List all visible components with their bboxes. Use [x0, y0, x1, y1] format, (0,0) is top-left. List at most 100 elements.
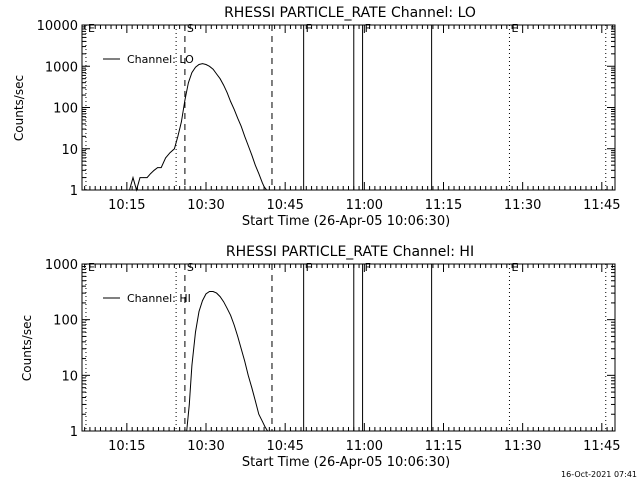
data-point: [202, 300, 203, 301]
data-point: [247, 375, 249, 376]
data-point: [233, 109, 235, 110]
data-point: [267, 430, 268, 432]
x-tick-label: 11:45: [583, 198, 620, 213]
event-marker-label: E: [511, 261, 518, 274]
event-marker-label: F: [365, 22, 371, 35]
data-point: [251, 154, 253, 156]
data-point: [202, 63, 203, 64]
data-point: [255, 164, 256, 166]
data-point: [216, 73, 217, 75]
lo-channel-chart: RHESSI PARTICLE_RATE Channel: LO 1 10 100 1…: [12, 5, 621, 229]
x-tick-label: 10:15: [108, 439, 145, 454]
data-point: [186, 430, 187, 432]
data-point: [189, 404, 190, 405]
data-point: [129, 189, 130, 191]
legend: Channel: HI: [103, 292, 191, 305]
y-axis-label: Counts/sec: [20, 315, 34, 381]
legend-label: Channel: HI: [127, 292, 191, 305]
data-point: [219, 296, 221, 297]
event-marker-label: E: [88, 22, 95, 35]
data-point: [226, 308, 228, 309]
data-point: [117, 189, 119, 191]
data-point: [212, 291, 214, 292]
data-point: [244, 136, 245, 137]
data-point: [191, 365, 193, 366]
data-point: [264, 426, 266, 427]
legend-label: Channel: LO: [127, 53, 194, 66]
data-point: [157, 167, 158, 168]
event-marker-label: F: [365, 261, 371, 274]
data-point: [181, 121, 182, 123]
data-point: [244, 360, 245, 362]
event-marker-label: E: [88, 261, 95, 274]
x-axis-label: Start Time (26-Apr-05 10:06:30): [242, 455, 450, 470]
data-point: [209, 291, 210, 292]
x-tick-label: 11:15: [425, 439, 462, 454]
x-tick-label: 10:45: [266, 439, 303, 454]
legend: Channel: LO: [103, 53, 194, 66]
event-marker-label: S: [187, 261, 194, 274]
data-point: [198, 311, 200, 312]
data-point: [262, 182, 263, 183]
data-point: [233, 324, 235, 326]
y-tick-label: 10: [61, 369, 78, 384]
event-marker-label: F: [306, 261, 312, 274]
data-point: [136, 189, 137, 191]
data-point: [153, 170, 155, 171]
data-point: [177, 136, 179, 137]
data-point: [198, 64, 200, 65]
x-tick-label: 11:30: [504, 439, 541, 454]
data-point: [223, 84, 224, 86]
data-point: [240, 348, 242, 350]
data-point: [205, 293, 207, 295]
y-tick-label: 1000: [45, 258, 78, 273]
y-axis-label: Counts/sec: [12, 75, 26, 141]
data-point: [191, 72, 193, 73]
event-marker-label: S: [187, 22, 194, 35]
data-point: [212, 68, 214, 70]
data-point: [216, 292, 217, 294]
data-point: [240, 126, 242, 127]
data-point: [174, 148, 175, 150]
data-point: [146, 177, 148, 178]
y-tick-label: 1000: [45, 60, 78, 75]
data-point: [266, 189, 268, 191]
data-point: [230, 101, 231, 102]
data-point: [143, 177, 144, 178]
event-marker-label: E: [511, 22, 518, 35]
data-point: [160, 167, 162, 168]
data-point: [184, 99, 186, 101]
data-point: [165, 157, 166, 159]
x-tick-label: 11:45: [583, 439, 620, 454]
data-point: [268, 189, 269, 191]
x-tick-label: 11:15: [425, 198, 462, 213]
data-point: [263, 186, 265, 187]
x-tick-label: 10:30: [187, 439, 224, 454]
data-point: [121, 189, 122, 191]
data-point: [205, 64, 207, 65]
data-point: [219, 78, 221, 79]
data-point: [139, 177, 141, 178]
x-tick-label: 10:45: [266, 198, 303, 213]
data-point: [237, 117, 238, 119]
data-point: [124, 189, 126, 191]
y-tick-label: 10: [61, 143, 78, 158]
data-point: [258, 413, 260, 415]
y-tick-label: 100: [53, 314, 78, 329]
x-tick-label: 11:30: [504, 198, 541, 213]
data-point: [226, 92, 228, 93]
data-point: [247, 145, 249, 146]
data-point: [195, 66, 196, 68]
x-tick-label: 10:15: [108, 198, 145, 213]
data-point: [230, 315, 231, 316]
y-tick-label: 1: [70, 184, 78, 199]
y-tick-label: 1: [70, 425, 78, 440]
y-tick-label: 10000: [37, 19, 78, 34]
x-axis-label: Start Time (26-Apr-05 10:06:30): [242, 214, 450, 229]
data-point: [255, 400, 256, 402]
data-point: [132, 177, 134, 178]
data-point: [237, 336, 238, 337]
data-point: [258, 173, 260, 174]
x-tick-label: 11:00: [346, 439, 383, 454]
